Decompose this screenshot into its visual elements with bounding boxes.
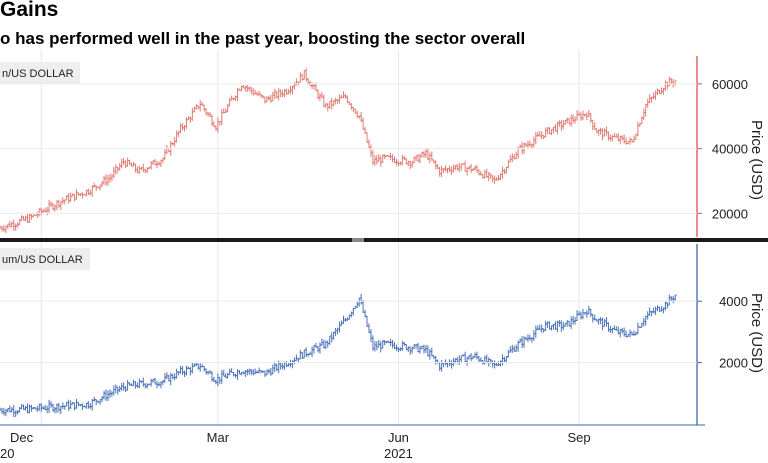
top-y-ticks: 60000 40000 20000: [0, 77, 748, 221]
chart-title: Gains: [0, 0, 59, 21]
x-tick-label: Jun: [388, 430, 409, 445]
y-tick-label: 40000: [712, 142, 748, 157]
bottom-legend-box: [0, 248, 90, 270]
top-series-marks: [0, 68, 677, 234]
x-tick-label: Dec: [10, 430, 34, 445]
x-tick-sublabel: 20: [0, 446, 14, 461]
x-tick-label: Sep: [567, 430, 590, 445]
gridlines: [40, 50, 580, 425]
top-panel: n/US DOLLAR 60000 40000 20000 Price (USD): [0, 56, 765, 237]
bottom-y-axis-label: Price (USD): [748, 293, 765, 373]
bottom-series-marks: [0, 293, 677, 418]
chart-subtitle: o has performed well in the past year, b…: [0, 29, 526, 48]
y-tick-label: 4000: [719, 294, 748, 309]
panel-divider: [0, 238, 768, 242]
y-tick-label: 60000: [712, 77, 748, 92]
bottom-y-ticks: 4000 2000: [0, 294, 748, 371]
top-legend-label: n/US DOLLAR: [2, 68, 74, 80]
x-tick-label: Mar: [207, 430, 230, 445]
top-y-axis-label: Price (USD): [748, 120, 765, 200]
top-legend-box: [0, 62, 80, 84]
bottom-panel: um/US DOLLAR 4000 2000 Price (USD): [0, 244, 765, 425]
x-tick-sublabel: 2021: [384, 446, 413, 461]
y-tick-label: 2000: [719, 356, 748, 371]
bottom-legend-label: um/US DOLLAR: [2, 254, 83, 266]
panel-divider-handle[interactable]: [352, 238, 364, 242]
y-tick-label: 20000: [712, 206, 748, 221]
